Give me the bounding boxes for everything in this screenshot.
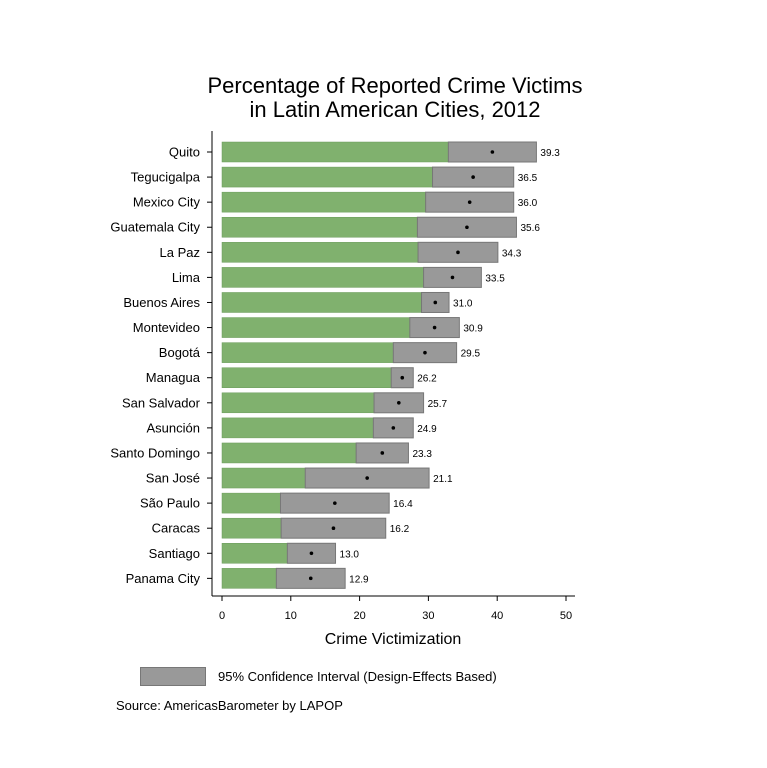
bar [221,267,424,288]
data-label: 25.7 [428,399,448,410]
x-tick-label: 30 [422,610,434,622]
x-tick-label: 10 [285,610,297,622]
point-estimate [400,375,405,380]
category-label: Santo Domingo [110,445,200,460]
category-label: Montevideo [133,320,200,335]
category-label: São Paulo [140,496,200,511]
point-estimate [391,426,396,430]
point-estimate [490,150,495,154]
point-estimate [380,451,385,455]
data-label: 21.1 [433,474,453,485]
bar [221,292,422,313]
data-label: 31.0 [453,298,473,309]
bar [221,166,433,188]
point-estimate [432,325,437,330]
chart-title: Percentage of Reported Crime Victims in … [0,74,767,122]
x-tick-label: 40 [491,610,503,622]
bar [221,141,449,163]
data-label: 36.0 [518,198,538,209]
data-label: 13.0 [340,549,360,560]
category-label: Managua [146,370,201,385]
legend-label: 95% Confidence Interval (Design-Effects … [218,669,497,684]
data-label: 33.5 [485,273,505,284]
source-note: Source: AmericasBarometer by LAPOP [116,698,343,713]
data-label: 24.9 [417,424,437,435]
legend-swatch-ci [140,667,206,686]
category-label: Tegucigalpa [131,170,201,185]
category-label: Santiago [149,546,200,561]
point-estimate [467,200,472,204]
category-label: La Paz [160,245,200,260]
data-label: 16.2 [390,524,410,535]
bar [221,216,418,238]
point-estimate [397,401,401,405]
bar [221,242,419,263]
bar [221,417,374,439]
data-label: 26.2 [417,374,437,385]
x-axis-title: Crime Victimization [325,631,462,648]
bar [221,467,306,489]
legend: 95% Confidence Interval (Design-Effects … [140,667,497,686]
point-estimate [331,526,336,530]
data-label: 12.9 [349,574,369,585]
bar [221,442,357,464]
point-estimate [465,225,469,230]
category-label: Panama City [126,571,201,586]
point-estimate [456,250,460,255]
x-tick-label: 0 [219,610,225,622]
point-estimate [309,551,314,556]
data-label: 39.3 [540,148,560,159]
bar [221,517,282,539]
data-label: 29.5 [461,349,481,360]
category-label: Caracas [152,521,201,536]
bar [221,367,392,388]
point-estimate [308,576,313,581]
data-label: 16.4 [393,499,413,510]
bar [221,191,426,213]
point-estimate [423,350,427,355]
point-estimate [471,175,475,179]
category-label: Buenos Aires [123,295,200,310]
data-label: 23.3 [412,449,432,460]
bar [221,543,288,564]
chart-marks: 39.3 36.5 36.0 35.6 34.3 33.5 31.0 30.9 29.5 26.2… [221,141,560,589]
category-label: Bogotá [159,345,201,360]
bar [221,392,375,414]
x-tick-label: 20 [353,610,365,622]
chart-title-line-1: Percentage of Reported Crime Victims [207,73,583,98]
category-label: Asunción [147,420,200,435]
point-estimate [450,275,455,280]
bar [221,342,394,363]
data-label: 30.9 [463,324,483,335]
point-estimate [333,501,337,505]
chart-axes: Quito Tegucigalpa Mexico City Guatemala Cit… [110,131,575,648]
x-tick-label: 50 [560,610,572,622]
chart-title-line-2: in Latin American Cities, 2012 [249,97,541,122]
category-label: San José [146,471,200,486]
bar [221,492,281,514]
bar [221,568,277,589]
data-label: 35.6 [520,223,540,234]
category-label: Guatemala City [110,220,200,235]
point-estimate [433,300,438,305]
category-label: Quito [169,145,200,160]
category-label: Mexico City [133,195,201,210]
bar [221,317,411,338]
category-label: Lima [172,270,201,285]
point-estimate [365,476,369,480]
data-label: 36.5 [518,173,538,184]
data-label: 34.3 [502,248,522,259]
category-label: San Salvador [122,395,201,410]
